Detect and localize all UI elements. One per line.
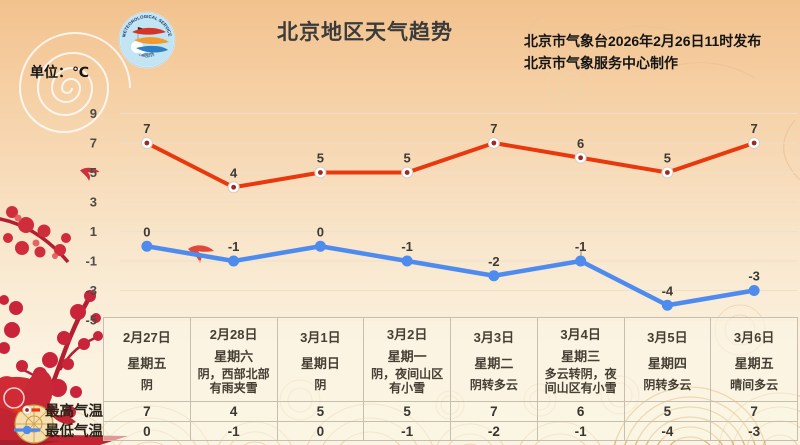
forecast-weather: 晴间多云: [730, 377, 779, 392]
svg-text:7: 7: [143, 121, 150, 136]
forecast-weekday: 星期日: [300, 355, 340, 371]
high-temp-value: 7: [103, 401, 190, 421]
svg-text:气象服务: 气象服务: [135, 49, 156, 59]
svg-text:6: 6: [577, 136, 584, 151]
low-temp-value: -3: [710, 421, 797, 440]
forecast-day-cell: 3月3日 星期二 阴转多云: [450, 317, 537, 401]
high-temp-value: 5: [363, 401, 450, 421]
forecast-weekday: 星期三: [561, 348, 601, 364]
legend-row-high: 最高气温: [0, 400, 103, 420]
forecast-day-cell: 3月4日 星期三 多云转阴，夜间山区有小雪: [536, 317, 624, 401]
svg-text:-1: -1: [401, 239, 413, 254]
high-temp-value: 7: [450, 401, 537, 421]
forecast-day-cell: 3月1日 星期日 阴: [276, 317, 364, 401]
forecast-weather: 阴转多云: [643, 377, 692, 392]
svg-text:1: 1: [90, 224, 97, 239]
forecast-weather: 阴转多云: [469, 377, 518, 392]
forecast-date: 3月5日: [647, 330, 688, 346]
unit-label: 单位：℃: [30, 64, 89, 80]
forecast-weather: 阴，西部北部有雨夹雪: [197, 367, 270, 396]
forecast-date: 3月2日: [386, 326, 428, 342]
forecast-date: 3月4日: [560, 326, 601, 342]
forecast-day-cell: 3月6日 星期五 晴间多云: [710, 317, 797, 401]
forecast-weekday: 星期五: [127, 355, 167, 371]
forecast-date: 3月3日: [473, 330, 515, 346]
forecast-weekday: 星期五: [734, 355, 774, 371]
legend-row-low: 最低气温: [0, 420, 103, 440]
svg-text:-4: -4: [662, 283, 674, 298]
forecast-date: 3月1日: [300, 330, 341, 346]
forecast-weekday: 星期六: [214, 348, 254, 364]
forecast-date: 2月28日: [209, 326, 258, 342]
low-temp-value: 0: [103, 421, 190, 440]
svg-text:-5: -5: [85, 313, 97, 328]
svg-text:3: 3: [90, 195, 97, 210]
svg-text:7: 7: [751, 121, 758, 136]
cloud-swirl-decoration: [526, 14, 800, 181]
forecast-weather: 阴，夜间山区有小雪: [371, 367, 444, 396]
high-temp-value: 6: [536, 401, 624, 421]
forecast-date: 3月6日: [733, 330, 775, 346]
forecast-weather: 阴: [140, 377, 153, 392]
high-temp-value: 5: [276, 401, 364, 421]
svg-text:-2: -2: [488, 254, 500, 269]
low-temp-value: -2: [450, 421, 537, 440]
forecast-date: 2月27日: [123, 330, 171, 346]
low-temp-value: -4: [623, 421, 711, 440]
svg-text:9: 9: [90, 106, 97, 121]
svg-text:0: 0: [143, 224, 150, 239]
logo-bottom-text: 气象服务: [135, 49, 156, 59]
issuer-line1: 北京市气象台2026年2月26日11时发布: [524, 33, 762, 49]
svg-text:5: 5: [664, 151, 671, 166]
issuer-line2: 北京市气象服务中心制作: [524, 55, 678, 71]
svg-text:-3: -3: [85, 283, 97, 298]
svg-text:7: 7: [490, 121, 497, 136]
chart-legend: 最高气温 最低气温: [0, 400, 103, 440]
high-temp-value: 5: [623, 401, 711, 421]
svg-text:5: 5: [404, 151, 411, 166]
svg-text:0: 0: [317, 224, 324, 239]
svg-text:-1: -1: [228, 239, 240, 254]
svg-text:-1: -1: [575, 239, 587, 254]
forecast-day-cell: 3月5日 星期四 阴转多云: [623, 317, 711, 401]
svg-text:4: 4: [230, 165, 238, 180]
forecast-day-cell: 3月2日 星期一 阴，夜间山区有小雪: [363, 317, 450, 401]
svg-text:-3: -3: [748, 269, 760, 284]
high-temp-value: 4: [189, 401, 277, 421]
svg-text:-1: -1: [85, 254, 97, 269]
low-temp-value: -1: [363, 421, 450, 440]
forecast-weekday: 星期一: [387, 348, 427, 364]
high-temp-line-icon: [13, 405, 41, 415]
corner-floral-decoration: [0, 370, 128, 445]
weather-service-logo: METEOROLOGICAL SERVICE 气象服务: [118, 11, 176, 69]
page-title: 北京地区天气趋势: [277, 21, 453, 44]
spiral-decoration: [18, 32, 131, 133]
issuer-info: 北京市气象台2026年2月26日11时发布 北京市气象服务中心制作: [524, 30, 761, 74]
forecast-day-cell: 2月27日 星期五 阴: [103, 317, 190, 401]
forecast-day-cell: 2月28日 星期六 阴，西部北部有雨夹雪: [189, 317, 277, 401]
swallow-bird-icon: [80, 167, 214, 263]
low-temp-value: -1: [536, 421, 624, 440]
forecast-weather: 阴: [314, 377, 327, 392]
low-temp-value: 0: [276, 421, 364, 440]
forecast-weather: 多云转阴，夜间山区有小雪: [544, 367, 617, 396]
low-temp-value: -1: [189, 421, 277, 440]
svg-text:5: 5: [317, 151, 324, 166]
forecast-table: 2月27日 星期五 阴 2月28日 星期六 阴，西部北部有雨夹雪 3月1日 星期…: [103, 317, 798, 441]
forecast-weekday: 星期四: [647, 355, 687, 371]
high-temp-legend-label: 最高气温: [45, 403, 103, 420]
svg-text:7: 7: [90, 136, 97, 151]
high-temp-value: 7: [710, 401, 797, 421]
low-temp-line-icon: [13, 425, 41, 435]
forecast-weekday: 星期二: [474, 355, 514, 371]
low-temp-legend-label: 最低气温: [45, 423, 103, 440]
svg-text:5: 5: [90, 165, 97, 180]
